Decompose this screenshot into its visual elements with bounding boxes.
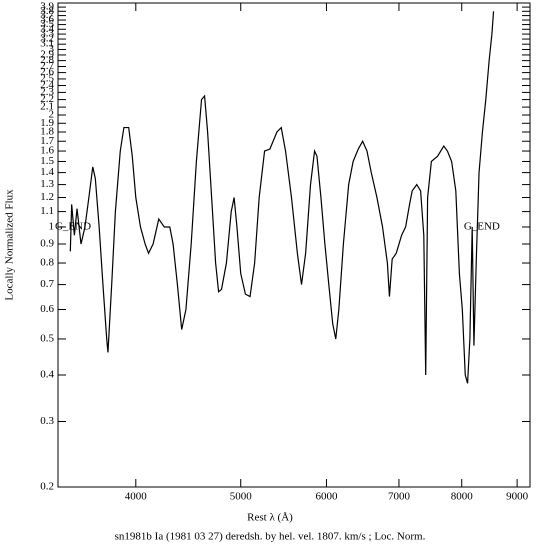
y-tick-label: 2.6 [40, 66, 54, 78]
y-tick-label: 0.7 [40, 278, 54, 290]
y-tick-label: 3.9 [40, 1, 54, 13]
y-tick-label: 0.2 [40, 481, 54, 493]
y-tick-label: 1 [49, 221, 55, 233]
y-tick-label: 2.2 [40, 93, 54, 105]
y-tick-label: 0.5 [40, 332, 54, 344]
y-tick-label: 1.9 [40, 117, 54, 129]
y-tick-label: 2.8 [40, 54, 54, 66]
annotation: G_END [464, 221, 500, 233]
y-tick-label: 3.4 [40, 23, 54, 35]
x-tick-label: 4000 [125, 491, 148, 503]
y-tick-label: 2.3 [40, 86, 54, 98]
y-tick-label: 3.7 [40, 9, 54, 21]
y-tick-label: 0.3 [40, 415, 54, 427]
y-tick-label: 1.7 [40, 135, 54, 147]
x-tick-label: 9000 [506, 491, 529, 503]
y-tick-label: 2.5 [40, 72, 54, 84]
y-tick-label: 1.6 [40, 145, 54, 157]
y-tick-label: 3.3 [40, 28, 54, 40]
x-tick-label: 5000 [230, 491, 253, 503]
y-tick-label: 3.6 [40, 14, 54, 26]
x-tick-label: 8000 [451, 491, 474, 503]
y-tick-label: 2.9 [40, 48, 54, 60]
y-tick-label: 1.5 [40, 155, 54, 167]
y-tick-label: 0.4 [40, 369, 54, 381]
y-tick-label: 1.1 [40, 205, 54, 217]
y-tick-label: 3.5 [40, 18, 54, 30]
x-tick-label: 7000 [388, 491, 411, 503]
spectrum-line [69, 11, 495, 384]
x-axis-label: Rest λ (Å) [247, 512, 293, 524]
y-tick-label: 0.6 [40, 303, 54, 315]
y-tick-label: 3.1 [40, 38, 54, 50]
y-tick-label: 1.3 [40, 178, 54, 190]
y-tick-label: 3 [49, 43, 55, 55]
y-tick-label: 2 [49, 109, 55, 121]
y-tick-label: 2.4 [40, 79, 54, 91]
plot-frame [57, 2, 531, 488]
y-tick-label: 0.9 [40, 238, 54, 250]
y-tick-label: 3.2 [40, 33, 54, 45]
y-tick-label: 2.1 [40, 101, 54, 113]
y-tick-label: 0.8 [40, 257, 54, 269]
y-tick-label: 1.8 [40, 126, 54, 138]
y-tick-label: 3.8 [40, 5, 54, 17]
y-tick-label: 2.7 [40, 60, 54, 72]
x-tick-label: 6000 [315, 491, 338, 503]
y-tick-label: 1.4 [40, 166, 54, 178]
y-axis-label: Locally Normalized Flux [4, 189, 16, 301]
chart-title: sn1981b Ia (1981 03 27) deredsh. by hel.… [115, 531, 426, 543]
y-tick-label: 1.2 [40, 191, 54, 203]
